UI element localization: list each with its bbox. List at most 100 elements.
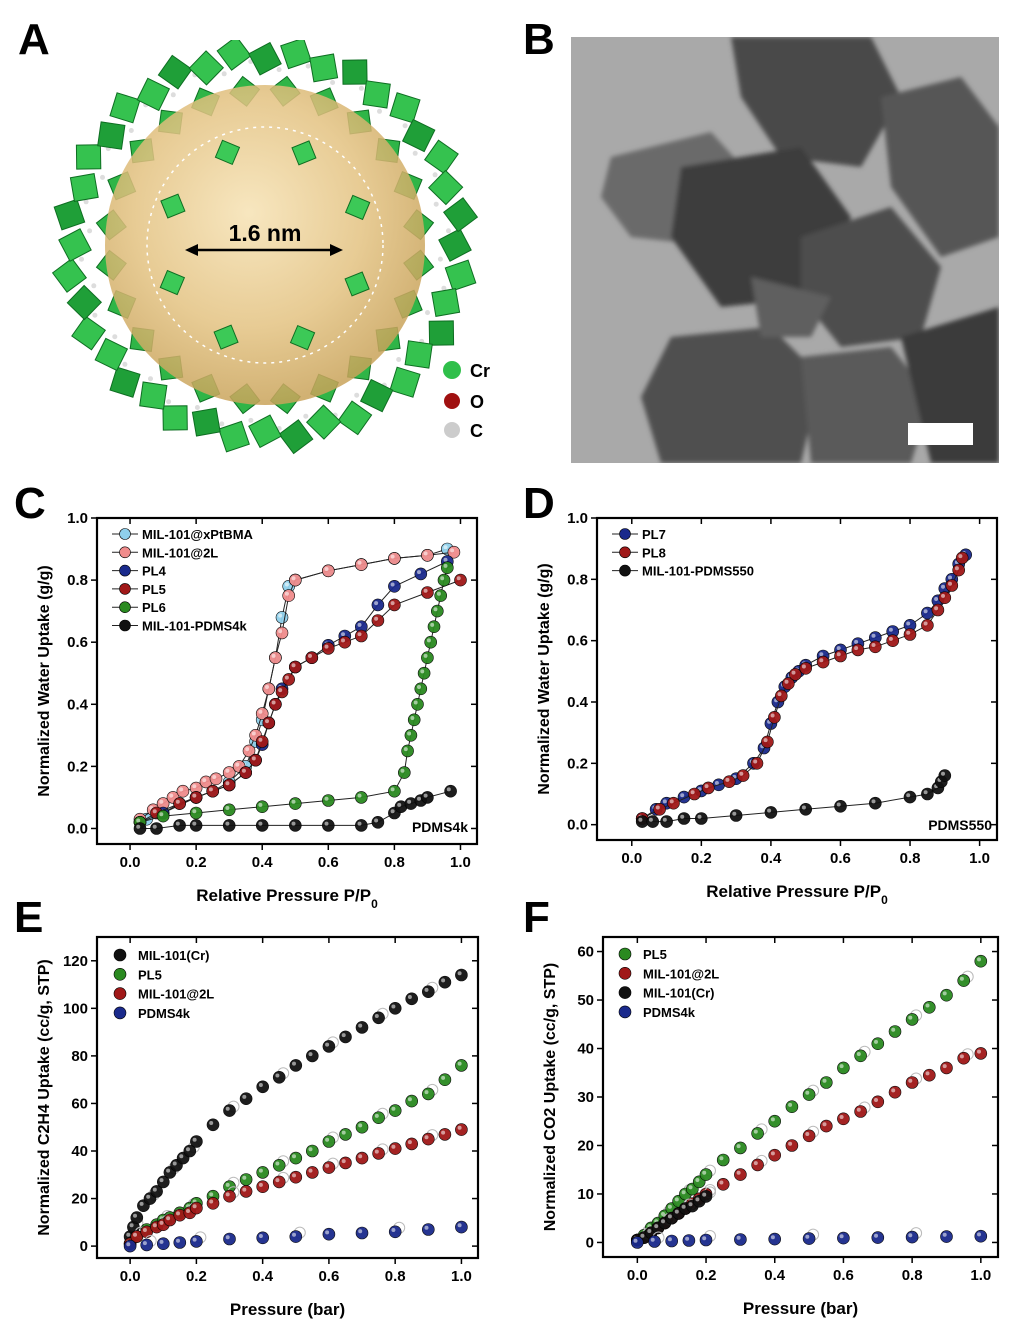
y-tick-label: 20 xyxy=(577,1137,594,1154)
data-point-highlight xyxy=(374,616,379,621)
data-point xyxy=(921,618,934,632)
data-point-highlight xyxy=(822,1078,827,1083)
carbon-atom xyxy=(396,357,402,362)
data-point-highlight xyxy=(874,1039,878,1044)
data-point xyxy=(729,809,743,822)
data-point xyxy=(421,1132,435,1146)
data-point xyxy=(223,1232,236,1246)
cr-octahedron xyxy=(160,193,186,219)
data-point xyxy=(868,640,882,654)
carbon-atom xyxy=(412,150,418,156)
data-point-highlight xyxy=(888,636,893,641)
legend-marker xyxy=(119,619,131,632)
data-point xyxy=(275,626,289,640)
data-point-highlight xyxy=(129,1223,134,1228)
data-point-highlight xyxy=(275,1073,280,1078)
data-point xyxy=(751,1158,764,1172)
tem-micrograph xyxy=(571,37,999,463)
data-point-highlight xyxy=(767,808,772,813)
data-point-highlight xyxy=(923,609,928,614)
legend-marker xyxy=(119,601,131,614)
data-point xyxy=(272,1071,286,1084)
data-point xyxy=(667,796,680,810)
data-point-highlight xyxy=(959,976,964,981)
legend-label: MIL-101-PDMS550 xyxy=(642,564,754,579)
data-point xyxy=(768,1114,782,1128)
data-point-highlight xyxy=(179,1154,184,1159)
x-tick-label: 0.2 xyxy=(186,854,207,871)
data-point xyxy=(905,1230,919,1244)
data-point-highlight xyxy=(854,646,859,651)
data-point-highlight xyxy=(308,1147,313,1152)
data-point-highlight xyxy=(374,1014,379,1018)
data-point-highlight xyxy=(172,1161,177,1166)
data-point-highlight xyxy=(417,685,421,689)
data-point xyxy=(123,1239,137,1253)
data-point xyxy=(837,1231,850,1245)
data-point xyxy=(206,1118,220,1132)
data-point-highlight xyxy=(702,1192,707,1197)
data-point xyxy=(903,790,917,804)
data-point-highlight xyxy=(725,777,730,782)
data-point-highlight xyxy=(934,597,939,601)
data-point-highlight xyxy=(271,700,276,705)
data-point xyxy=(288,819,302,832)
data-point xyxy=(938,591,952,605)
data-point-highlight xyxy=(443,545,448,550)
data-point xyxy=(206,1197,220,1210)
data-point xyxy=(940,1230,953,1243)
data-point-highlight xyxy=(136,824,141,829)
carbon-atom xyxy=(112,334,118,340)
data-point xyxy=(355,1226,369,1240)
data-point xyxy=(239,1092,253,1105)
series-5 xyxy=(133,784,457,835)
data-point xyxy=(282,589,296,602)
data-point-highlight xyxy=(908,1015,913,1020)
data-point-highlight xyxy=(390,582,395,587)
legend-label: PDMS4k xyxy=(643,1005,696,1020)
data-point-highlight xyxy=(126,1232,131,1237)
cr-octahedron xyxy=(51,257,87,293)
legend-marker xyxy=(618,986,632,999)
data-point xyxy=(404,728,418,742)
cr-octahedron xyxy=(136,77,171,112)
data-point xyxy=(256,1180,270,1193)
data-point xyxy=(768,710,781,724)
data-point-highlight xyxy=(839,1064,844,1069)
cr-octahedron xyxy=(58,228,92,262)
data-point-highlight xyxy=(753,759,758,764)
data-point-highlight xyxy=(258,821,263,826)
cr-octahedron xyxy=(289,324,316,351)
data-point-highlight xyxy=(225,1106,230,1111)
data-point xyxy=(701,781,715,795)
data-point-highlight xyxy=(242,1187,247,1192)
data-point xyxy=(372,1011,385,1025)
cr-octahedron xyxy=(191,407,221,437)
data-point-highlight xyxy=(175,821,180,826)
data-point-highlight xyxy=(736,1144,741,1149)
data-point-highlight xyxy=(719,1156,724,1161)
data-point-highlight xyxy=(225,821,230,826)
data-point-highlight xyxy=(126,1242,131,1247)
cr-octahedron xyxy=(53,198,86,231)
data-point xyxy=(417,666,431,680)
series-1 xyxy=(630,1047,988,1247)
data-point-highlight xyxy=(856,1107,861,1112)
y-axis-label: Normalized C2H4 Uptake (cc/g, STP) xyxy=(36,959,53,1236)
data-point-highlight xyxy=(661,1212,665,1216)
y-tick-label: 0.0 xyxy=(567,817,588,834)
legend-marker xyxy=(619,564,631,577)
y-tick-label: 0.8 xyxy=(567,571,588,588)
data-point xyxy=(955,551,969,565)
data-point xyxy=(305,1049,319,1063)
data-point-highlight xyxy=(357,821,362,826)
legend-label: MIL-101(Cr) xyxy=(643,986,715,1001)
data-point-highlight xyxy=(251,756,256,761)
legend-marker xyxy=(113,948,127,962)
data-point-highlight xyxy=(308,1168,313,1173)
data-point xyxy=(921,787,934,801)
data-point-highlight xyxy=(977,957,981,962)
data-point-highlight xyxy=(739,771,744,776)
data-point-highlight xyxy=(390,554,395,559)
data-point-highlight xyxy=(801,664,806,669)
